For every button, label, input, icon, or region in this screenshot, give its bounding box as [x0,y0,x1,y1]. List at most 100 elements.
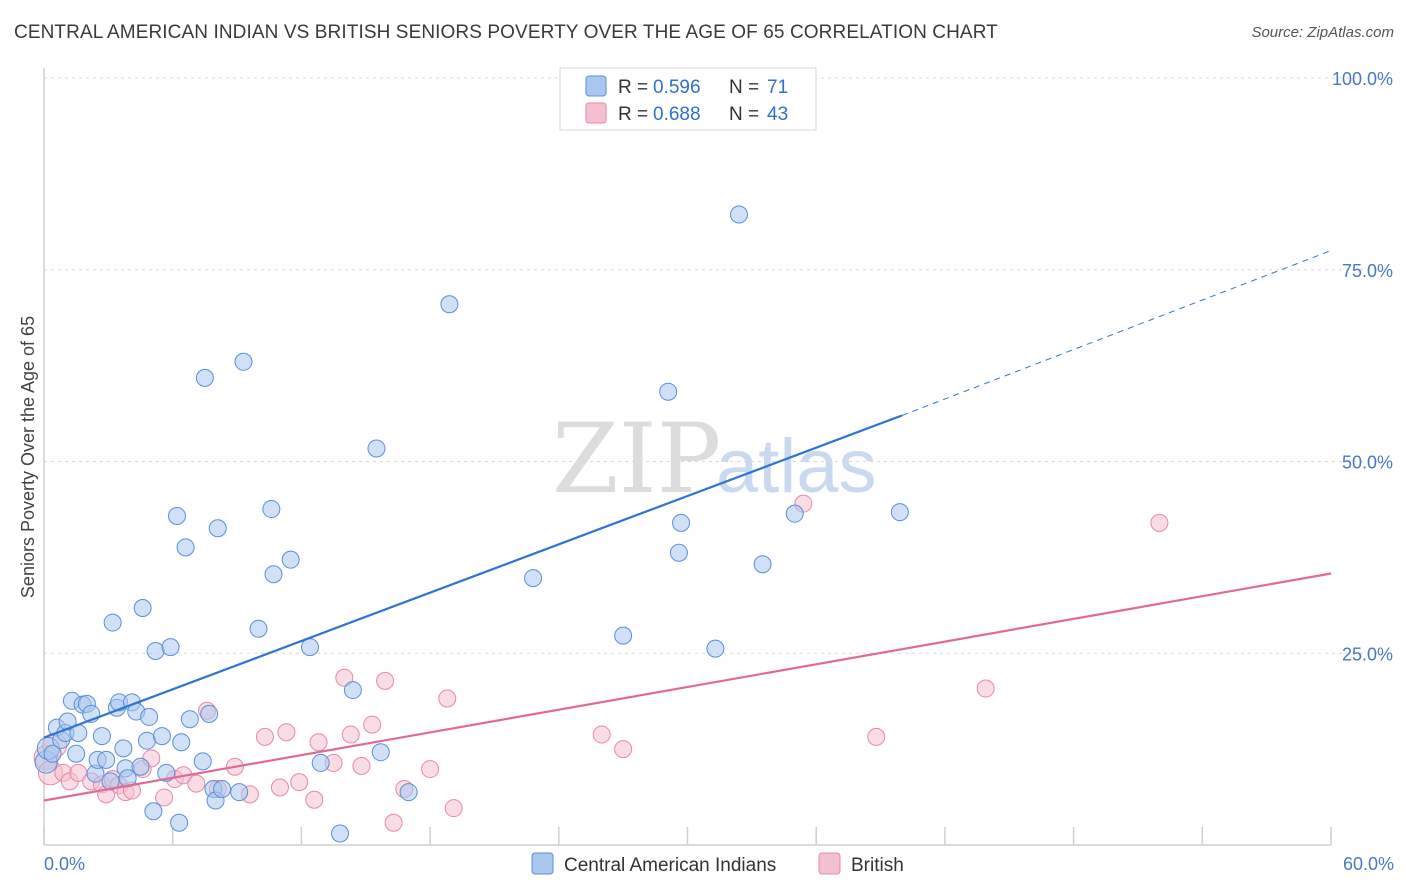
central-american-indian-point [137,731,156,750]
x-tick-labels: 0.0% 60.0% [44,854,1394,874]
y-tick-label-1: 50.0% [1342,453,1393,473]
british-point [309,733,328,752]
y-tick-labels: 25.0% 50.0% 75.0% 100.0% [1332,69,1393,664]
central-american-indian-point [133,598,152,617]
central-american-indian-point [331,824,350,843]
watermark-zip: ZIP [552,403,721,515]
legend-swatch-blue [585,75,607,97]
british-point [363,715,382,734]
british-trend-line [43,572,1332,802]
legend-r-value-2: 0.688 [653,104,701,125]
series-legend-label-blue: Central American Indians [564,855,776,876]
central-american-indian-point [311,753,330,772]
central-american-indian-point [161,638,180,657]
central-american-indian-point [92,727,111,746]
central-american-indian-points [34,205,909,843]
central-american-indian-point [659,382,678,401]
legend-n-value-1: 71 [767,77,788,98]
central-american-indian-point [234,352,253,371]
correlation-legend: R = 0.596 N = 71 R = 0.688 N = 43 [559,67,817,131]
central-american-indian-point [180,710,199,729]
central-american-indian-point [262,500,281,519]
central-american-indian-point [200,704,219,723]
central-american-indian-trend-extension [901,250,1332,416]
source-credit: Source: ZipAtlas.com [1251,24,1394,41]
central-american-indian-point [176,538,195,557]
british-point [341,725,360,744]
y-tick-label-3: 100.0% [1332,69,1393,89]
central-american-indian-point [114,739,133,758]
central-american-indian-point [669,543,688,562]
british-points [33,494,1169,832]
central-american-indian-point [43,744,62,763]
central-american-indian-point [103,613,122,632]
central-american-indian-point [140,707,159,726]
central-american-indian-point [208,519,227,538]
central-american-indian-point [343,681,362,700]
central-american-indian-point [195,368,214,387]
central-american-indian-trend-line [43,414,903,739]
central-american-indian-point [249,619,268,638]
british-point [155,788,174,807]
central-american-indian-point [672,513,691,532]
central-american-indian-point [213,780,232,799]
central-american-indian-point [170,813,189,832]
watermark-atlas: atlas [716,424,877,509]
central-american-indian-point [172,733,191,752]
british-point [335,668,354,687]
british-point [277,723,296,742]
british-point [305,790,324,809]
british-point [976,679,995,698]
british-point [384,813,403,832]
central-american-indian-point [58,712,77,731]
central-american-indian-point [67,744,86,763]
legend-r-label-2: R = [618,104,648,125]
y-tick-label-2: 75.0% [1342,261,1393,281]
chart-title: CENTRAL AMERICAN INDIAN VS BRITISH SENIO… [14,22,998,43]
central-american-indian-point [152,727,171,746]
series-legend-swatch-blue [531,852,554,875]
central-american-indian-point [193,752,212,771]
british-point [444,799,463,818]
central-american-indian-point [753,555,772,574]
central-american-indian-point [167,506,186,525]
british-point [1150,513,1169,532]
british-point [290,773,309,792]
y-axis-label: Seniors Poverty Over the Age of 65 [18,316,38,598]
legend-r-label-1: R = [618,77,648,98]
trend-lines [43,250,1332,802]
central-american-indian-point [524,569,543,588]
series-legend-label-pink: British [851,855,904,876]
central-american-indian-point [230,783,249,802]
central-american-indian-point [785,504,804,523]
central-american-indian-point [614,626,633,645]
central-american-indian-point [890,503,909,522]
british-point [270,778,289,797]
legend-n-label-1: N = [729,77,759,98]
y-tick-label-0: 25.0% [1342,644,1393,664]
central-american-indian-point [146,641,165,660]
british-point [421,760,440,779]
central-american-indian-point [399,783,418,802]
watermark: ZIP atlas [552,403,877,515]
central-american-indian-point [706,639,725,658]
central-american-indian-point [131,757,150,776]
british-point [187,774,206,793]
x-tick-label-min: 0.0% [44,854,85,874]
british-point [255,727,274,746]
x-axis-ticks [43,827,1332,845]
british-point [376,671,395,690]
central-american-indian-point [367,439,386,458]
x-tick-label-max: 60.0% [1343,854,1394,874]
british-point [614,740,633,759]
central-american-indian-point [264,565,283,584]
british-point [867,727,886,746]
british-point [438,689,457,708]
legend-swatch-pink [585,102,607,124]
british-point [352,756,371,775]
central-american-indian-point [97,750,116,769]
central-american-indian-point [281,550,300,569]
series-legend: Central American Indians British [531,852,904,876]
central-american-indian-point [440,295,459,314]
